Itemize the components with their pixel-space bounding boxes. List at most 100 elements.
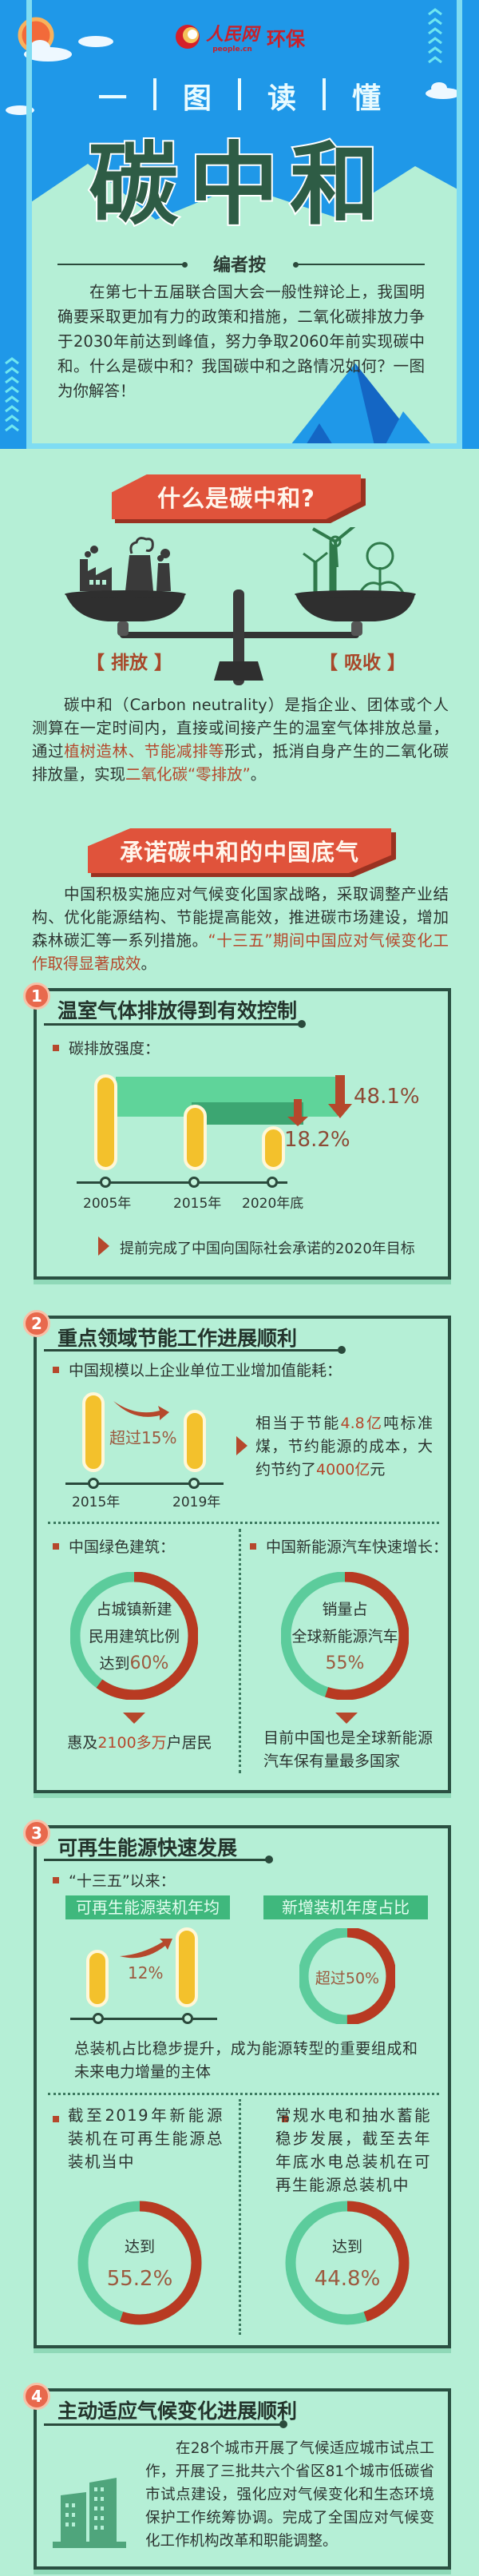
share-donut (299, 1928, 395, 2024)
divider (57, 264, 185, 265)
bullet-text: 中国绿色建筑： (69, 1538, 176, 1556)
text-segment: 形式，抵消自身产生的二氧化碳排放量，实现 (32, 742, 449, 784)
play-arrow-icon (98, 1236, 109, 1256)
summary-text: 总装机占比稳步提升，成为能源转型的重要组成和未来电力增量的主体 (74, 2040, 418, 2081)
text-segment: 在第七十五届联合国大会一般性辩论上，我国明确要采取更加有力的政策和措施，二氧化碳… (57, 283, 425, 400)
left-pan (65, 594, 185, 621)
bullet-text: “十三五”以来： (69, 1872, 176, 1890)
logo-sub: people.cn (212, 46, 252, 54)
definition-paragraph: 碳中和（Carbon neutrality）是指企业、团体或个人测算在一定时间内… (32, 693, 449, 786)
bullet: 碳排放强度： (53, 1037, 160, 1058)
year-label: 2019年 (172, 1494, 221, 1510)
frame-border-left (26, 0, 32, 449)
intro-paragraph: 在第七十五届联合国大会一般性辩论上，我国明确要采取更加有力的政策和措施，二氧化碳… (57, 280, 425, 403)
bullet-text: 中国新能源汽车快速增长： (266, 1538, 449, 1556)
emission-label: 【 排放 】 (86, 653, 173, 673)
divider (239, 1529, 241, 1773)
nev-note: 目前中国也是全球新能源汽车保有量最多国家 (263, 1729, 433, 1770)
year-label: 2020年底 (242, 1196, 304, 1212)
title-underline (44, 2420, 287, 2428)
divider (238, 78, 241, 110)
donut-arc (77, 2201, 202, 2325)
china-paragraph: 中国积极实施应对气候变化国家战略，采取调整产业结构、优化能源结构、节能提高能效，… (32, 883, 449, 975)
hydro-donut (285, 2201, 410, 2325)
new-energy-text: 截至2019年新能源装机在可再生能源总装机当中 (68, 2106, 224, 2171)
section-number-badge: 3 (23, 1820, 50, 1847)
header: 人民网 people.cn 环保 一 图 读 懂 碳中和 编者按 在第七十五届联… (0, 0, 479, 449)
title-underline (44, 1346, 346, 1354)
section-4-box (34, 2388, 451, 2570)
text-segment: 中国积极实施应对气候变化国家战略，采取调整产业结构、优化能源结构、节能提高能效，… (32, 885, 449, 950)
donut-arc (299, 1928, 395, 2024)
bar-2015 (82, 1392, 105, 1472)
bullet: “十三五”以来： (53, 1869, 176, 1891)
frame-border-bottom (26, 443, 462, 449)
donut-line: 民用建筑比例 (88, 1628, 180, 1645)
section-number-badge: 2 (23, 1310, 50, 1337)
year-label: 2015年 (173, 1196, 222, 1212)
timeline-axis (65, 1482, 224, 1485)
note-text: 提前完成了中国向国际社会承诺的2020年目标 (120, 1240, 415, 1257)
section-1-box (34, 988, 451, 1280)
divider (48, 1522, 439, 1524)
banner-what-is: 什么是碳中和? (112, 474, 366, 523)
section-3-box (34, 1825, 451, 2348)
donut-arc (285, 2201, 410, 2325)
donut-value: 60% (129, 1653, 169, 1673)
timeline-axis (77, 1181, 287, 1184)
donut-label: 达到 44.8% (285, 2231, 410, 2295)
divider (297, 264, 425, 265)
base (214, 661, 263, 681)
donut-label: 占城镇新建 民用建筑比例 达到60% (70, 1596, 198, 1677)
section-title: 主动适应气候变化进展顺利 (57, 2399, 298, 2423)
text-segment: 吨标准煤，节约能源的成本，大约节约了 (255, 1415, 433, 1479)
subtitle-char: 读 (267, 82, 296, 115)
timeline-axis (70, 2018, 217, 2020)
bar-start (86, 1950, 109, 2007)
note-heading: 编者按 (212, 256, 266, 276)
section-number-badge: 1 (23, 982, 50, 1010)
axis-dot (267, 1177, 278, 1188)
bar-2005 (94, 1074, 117, 1170)
hydro-text: 常规水电和抽水蓄能稳步发展，截至去年年底水电总装机在可再生能源总装机中 (275, 2106, 431, 2194)
play-arrow-icon (236, 1436, 247, 1455)
logo-icon (176, 25, 200, 49)
highlight-text: “十三五”期间中国应对气候变化工作取得显著成效 (32, 931, 449, 973)
text-segment: 元 (370, 1461, 386, 1479)
bullet-icon (53, 1366, 59, 1373)
axis-dot (88, 1478, 99, 1489)
frame-border-right (457, 0, 462, 449)
divider-dot (293, 262, 299, 268)
down-arrow-icons (287, 1075, 352, 1126)
bullet: 中国规模以上企业单位工业增加值能耗： (53, 1359, 342, 1380)
text-segment: 惠及 (67, 1734, 98, 1752)
curved-arrow-icon (120, 1939, 172, 1959)
section-number-badge: 4 (23, 2383, 50, 2410)
share-value: 超过50% (315, 1970, 380, 1987)
axis-dot (100, 1177, 111, 1188)
reduction-recent: 18.2% (284, 1128, 350, 1152)
divider-dot (182, 262, 188, 268)
section-title: 温室气体排放得到有效控制 (57, 999, 298, 1022)
bar-end (176, 1927, 198, 2007)
bar-2020 (262, 1126, 285, 1170)
text-segment: 。 (141, 955, 157, 973)
reduction-band-2015 (192, 1102, 303, 1125)
text-segment: 碳中和（Carbon neutrality）是指企业、团体或个人测算在一定时间内… (32, 696, 449, 760)
donut-value: 55% (325, 1653, 365, 1673)
balance-scale-illustration (65, 527, 416, 685)
banner-china: 承诺碳中和的中国底气 (88, 828, 396, 877)
section-2-box (34, 1316, 451, 1793)
subtitle: 一 图 读 懂 (0, 75, 479, 117)
savings-text: 相当于节能4.8亿吨标准煤，节约能源的成本，大约节约了4000亿元 (255, 1412, 433, 1482)
title-underline (44, 1856, 273, 1864)
green-building-note: 惠及2100多万户居民 (56, 1731, 224, 1752)
year-label: 2015年 (72, 1494, 121, 1510)
down-triangle-icon (123, 1713, 145, 1724)
nev-donut (281, 1572, 409, 1700)
donut-line: 达到 (99, 1655, 130, 1673)
down-triangle-icon (335, 1713, 358, 1724)
tree-icon (358, 542, 406, 595)
bullet-icon (53, 2115, 59, 2122)
absorption-label: 【 吸收 】 (319, 653, 406, 673)
